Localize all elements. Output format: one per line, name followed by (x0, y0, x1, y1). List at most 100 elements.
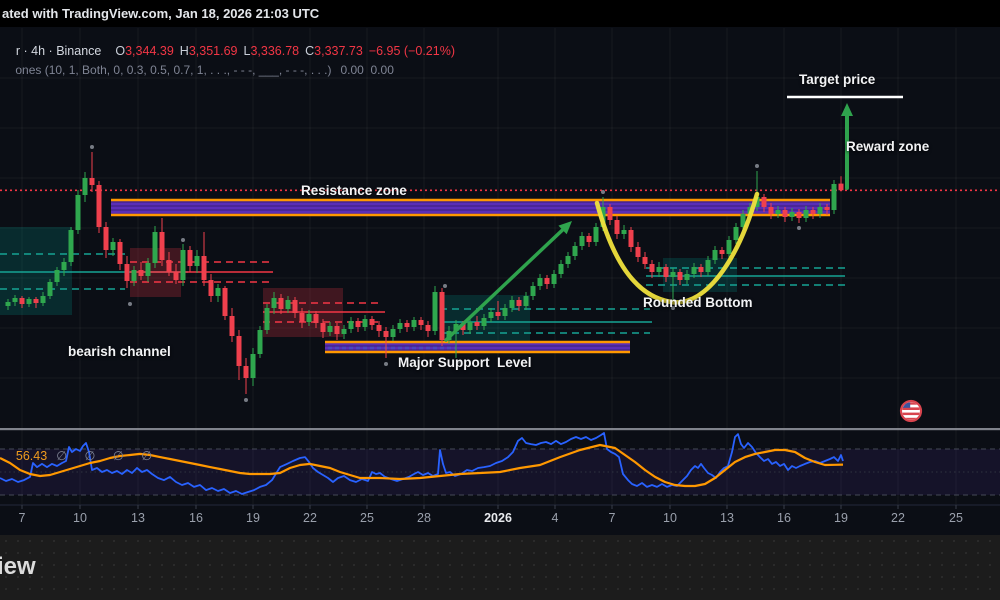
candle (68, 230, 74, 262)
candle (663, 267, 669, 277)
candle (313, 314, 319, 323)
rsi-legend[interactable]: 56.43 ∅ ∅ ∅ ∅ (2, 434, 159, 477)
candle (558, 264, 564, 274)
open-value: 3,344.39 (125, 44, 174, 58)
candle (250, 354, 256, 378)
time-axis[interactable]: 7 10 13 16 19 22 25 28 2026 4 7 10 13 16 19 22 25 (0, 505, 1000, 535)
time-tick-label: 28 (417, 511, 431, 525)
attribution-text: ated with TradingView.com, Jan 18, 2026 … (2, 6, 320, 21)
candle (649, 264, 655, 272)
candle (117, 242, 123, 264)
candle (376, 325, 382, 331)
swing-low-dot (671, 306, 675, 310)
candle (502, 308, 508, 316)
indicator-values: 0.00 0.00 (340, 63, 394, 77)
candles (5, 152, 844, 394)
candle (719, 250, 725, 254)
candle (817, 207, 823, 214)
candle (705, 260, 711, 272)
candle (439, 292, 445, 340)
high-value: 3,351.69 (188, 44, 238, 58)
candle (474, 322, 480, 326)
candle (684, 274, 690, 280)
candle (320, 323, 326, 332)
candle (656, 267, 662, 272)
time-tick-label: 13 (720, 511, 734, 525)
candle (369, 319, 375, 325)
candle (488, 312, 494, 318)
candle (523, 296, 529, 306)
time-tick-label: 22 (303, 511, 317, 525)
attribution-bar: ated with TradingView.com, Jan 18, 2026 … (0, 0, 1000, 27)
time-tick-label: 22 (891, 511, 905, 525)
candle (327, 326, 333, 332)
candle (222, 288, 228, 316)
candle (733, 227, 739, 240)
swing-low-dot (456, 360, 460, 364)
candle (796, 212, 802, 218)
flag-stripe (902, 404, 920, 408)
candle (467, 322, 473, 330)
close-value: 3,337.73 (314, 44, 363, 58)
candle (810, 210, 816, 214)
indicator-params: ones (10, 1, Both, 0, 0.3, 0.5, 0.7, 1, … (15, 63, 332, 77)
candle (740, 214, 746, 227)
candle (75, 195, 81, 230)
candle (607, 207, 613, 220)
candle (586, 236, 592, 242)
candle (775, 210, 781, 214)
candle (103, 227, 109, 250)
swing-low-dot (128, 302, 132, 306)
empty-set-icons: ∅ ∅ ∅ ∅ (56, 449, 160, 463)
low-value: 3,336.78 (250, 44, 300, 58)
flag-stripe (902, 407, 920, 410)
label-resistance-zone: Resistance zone (301, 183, 407, 198)
swing-high-dot (443, 284, 447, 288)
candle (642, 257, 648, 264)
label-rounded-bottom: Rounded Bottom (643, 295, 753, 310)
symbol-name: r · 4h · Binance (15, 44, 102, 58)
trend-up-arrow-head (558, 221, 572, 235)
candle (670, 272, 676, 277)
candle (712, 250, 718, 260)
swing-high-dot (755, 164, 759, 168)
candle (831, 184, 837, 210)
symbol-legend[interactable]: r · 4h · Binance O3,344.39 H3,351.69 L3,336… (2, 30, 455, 72)
candle (397, 323, 403, 329)
candle (33, 299, 39, 303)
candle (180, 250, 186, 280)
indicator-legend[interactable]: ones (10, 1, Both, 0, 0.3, 0.5, 0.7, 1, … (2, 49, 394, 91)
candle (481, 318, 487, 326)
trend-up-arrow (444, 225, 568, 342)
candle (635, 247, 641, 257)
rounded-bottom-curve (594, 191, 760, 305)
candle (838, 183, 844, 191)
candle (348, 321, 354, 329)
us-flag-icon (902, 402, 920, 420)
candle (166, 260, 172, 272)
candle (425, 325, 431, 331)
candle (761, 197, 767, 207)
candle (593, 227, 599, 242)
candle (292, 300, 298, 313)
flag-stripe (902, 412, 920, 416)
time-tick-label: 10 (663, 511, 677, 525)
candle (572, 246, 578, 256)
economic-event-flag-icon (899, 399, 923, 423)
time-tick-label: 13 (131, 511, 145, 525)
candle (12, 298, 18, 302)
flag-stripe (902, 402, 920, 405)
candle (355, 321, 361, 327)
time-tick-label: 4 (551, 511, 559, 525)
swing-low-dot (384, 362, 388, 366)
candle (579, 236, 585, 246)
candle (5, 302, 11, 306)
time-tick-label: 10 (73, 511, 87, 525)
candle (418, 320, 424, 325)
candle (82, 178, 88, 195)
label-reward-zone: Reward zone (846, 139, 930, 154)
time-tick-label: 16 (189, 511, 203, 525)
candle (530, 286, 536, 296)
